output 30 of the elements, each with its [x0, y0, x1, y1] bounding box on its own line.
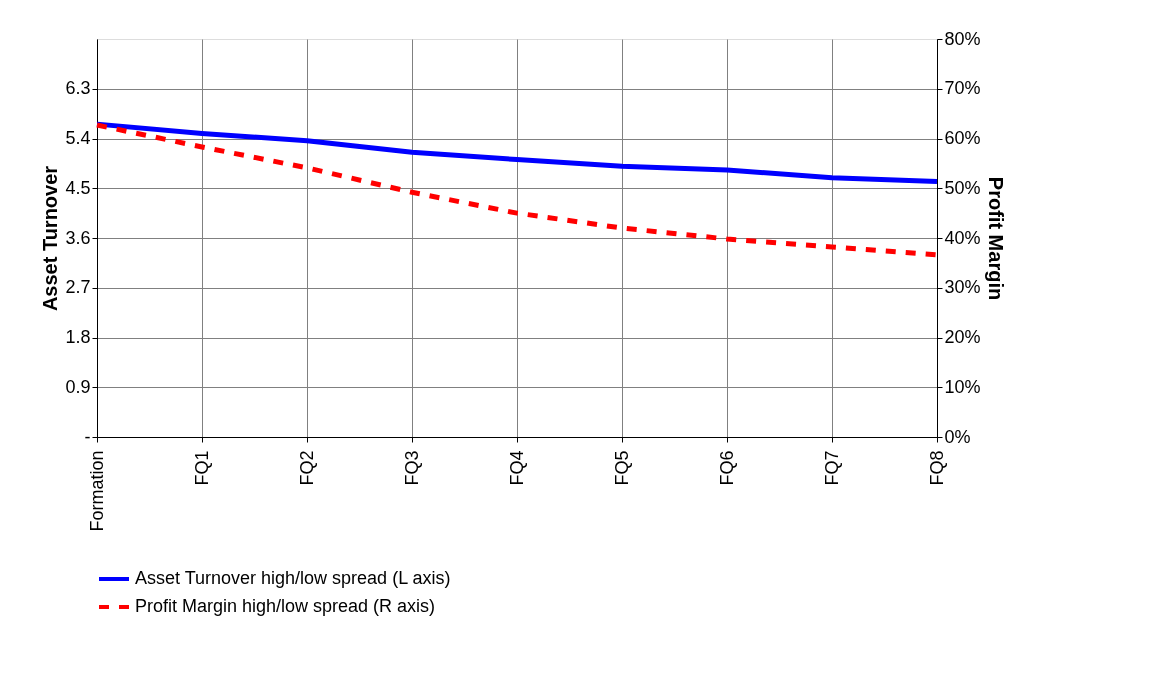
y2-tick-label: 60% — [944, 128, 981, 148]
x-tick-label: Formation — [86, 450, 107, 532]
y-axis-title: Asset Turnover — [39, 165, 62, 312]
x-tick-label: FQ4 — [506, 450, 527, 486]
x-tick-label: FQ6 — [716, 450, 737, 486]
y2-tick-label: 0% — [944, 426, 971, 447]
x-tick-label: FQ8 — [926, 450, 947, 486]
legend-label: Profit Margin high/low spread (R axis) — [135, 596, 436, 616]
x-tick-label: FQ2 — [296, 450, 317, 486]
y-tick-label: - — [84, 426, 91, 447]
y2-tick-label: 80% — [944, 28, 981, 49]
y-tick-label: 3.6 — [65, 227, 91, 248]
y2-tick-label: 10% — [944, 376, 981, 397]
y-tick-label: 6.3 — [65, 78, 91, 99]
x-tick-label: FQ1 — [191, 450, 212, 486]
x-tick-label: FQ3 — [401, 450, 422, 486]
y-tick-label: 2.7 — [65, 277, 91, 298]
y-tick-label: 0.9 — [65, 376, 91, 397]
y2-tick-label: 40% — [944, 227, 981, 248]
y-tick-label: 1.8 — [65, 327, 91, 347]
y2-tick-label: 50% — [944, 177, 981, 198]
y2-tick-label: 30% — [944, 277, 981, 298]
y-tick-label: 5.4 — [65, 128, 91, 148]
y-tick-label: 4.5 — [65, 177, 91, 198]
x-tick-label: FQ5 — [611, 450, 632, 486]
x-tick-label: FQ7 — [821, 450, 842, 486]
y2-axis-title: Profit Margin — [984, 176, 1007, 301]
y2-tick-label: 70% — [944, 78, 981, 99]
legend-label: Asset Turnover high/low spread (L axis) — [135, 568, 451, 588]
y2-tick-label: 20% — [944, 327, 981, 347]
